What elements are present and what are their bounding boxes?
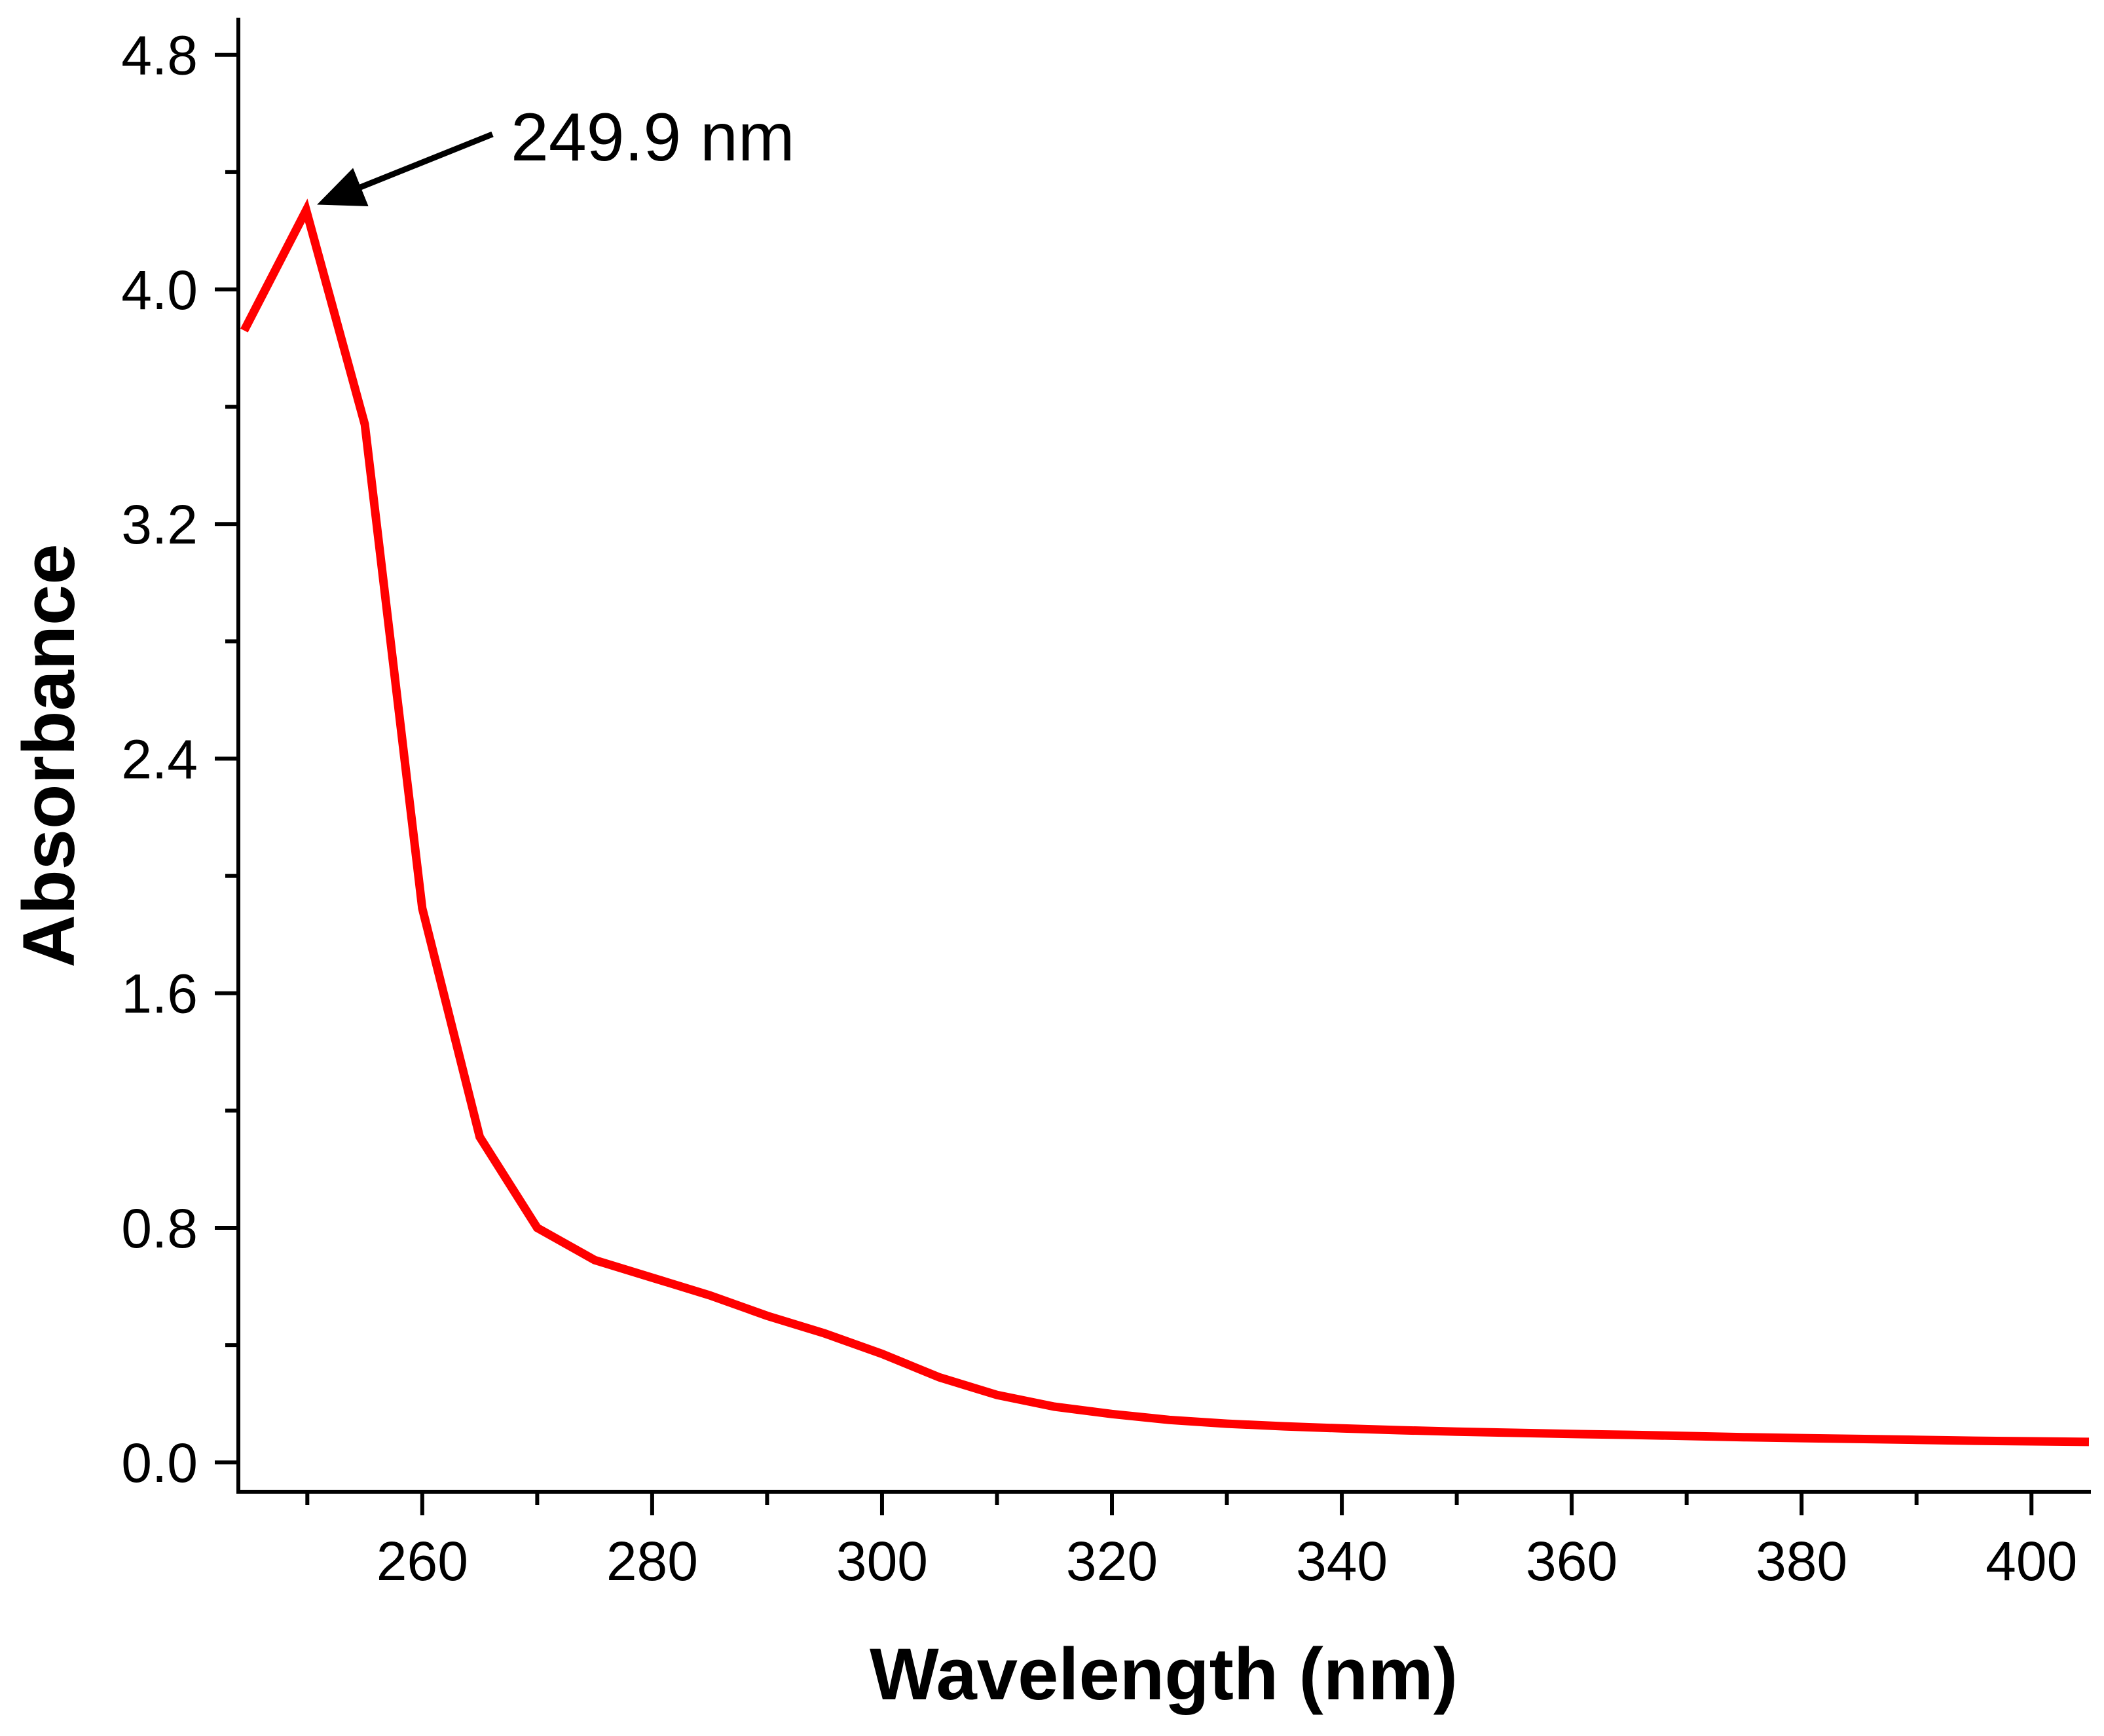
annotation-label: 249.9 nm: [511, 100, 795, 175]
x-tick-label: 320: [1066, 1530, 1158, 1592]
y-tick-label: 2.4: [121, 728, 198, 790]
x-tick-label: 340: [1296, 1530, 1388, 1592]
x-tick-label: 280: [606, 1530, 698, 1592]
y-tick-label: 0.0: [121, 1432, 198, 1494]
y-tick-label: 4.0: [121, 259, 198, 321]
x-tick-label: 260: [377, 1530, 468, 1592]
y-tick-label: 1.6: [121, 963, 198, 1025]
peak-annotation: 249.9 nm: [317, 100, 795, 206]
x-axis-title: Wavelength (nm): [870, 1633, 1458, 1715]
absorbance-series-line: [240, 198, 2090, 1447]
x-tick-label: 380: [1756, 1530, 1847, 1592]
annotation-arrow: [317, 131, 494, 206]
x-tick-label: 400: [1985, 1530, 2077, 1592]
axes: 260 280 300 320 340 360 380 400 0.0 0.8 1.6 2.4 3.2 4…: [121, 18, 2091, 1592]
y-axis-title: Absorbance: [8, 544, 90, 967]
plot-area: [240, 198, 2090, 1447]
axis-labels: Wavelength (nm) Absorbance: [8, 544, 1458, 1715]
y-tick-label: 0.8: [121, 1198, 198, 1259]
x-tick-label: 300: [836, 1530, 928, 1592]
y-tick-label: 4.8: [121, 25, 198, 86]
y-tick-label: 3.2: [121, 494, 198, 555]
x-tick-label: 360: [1526, 1530, 1617, 1592]
